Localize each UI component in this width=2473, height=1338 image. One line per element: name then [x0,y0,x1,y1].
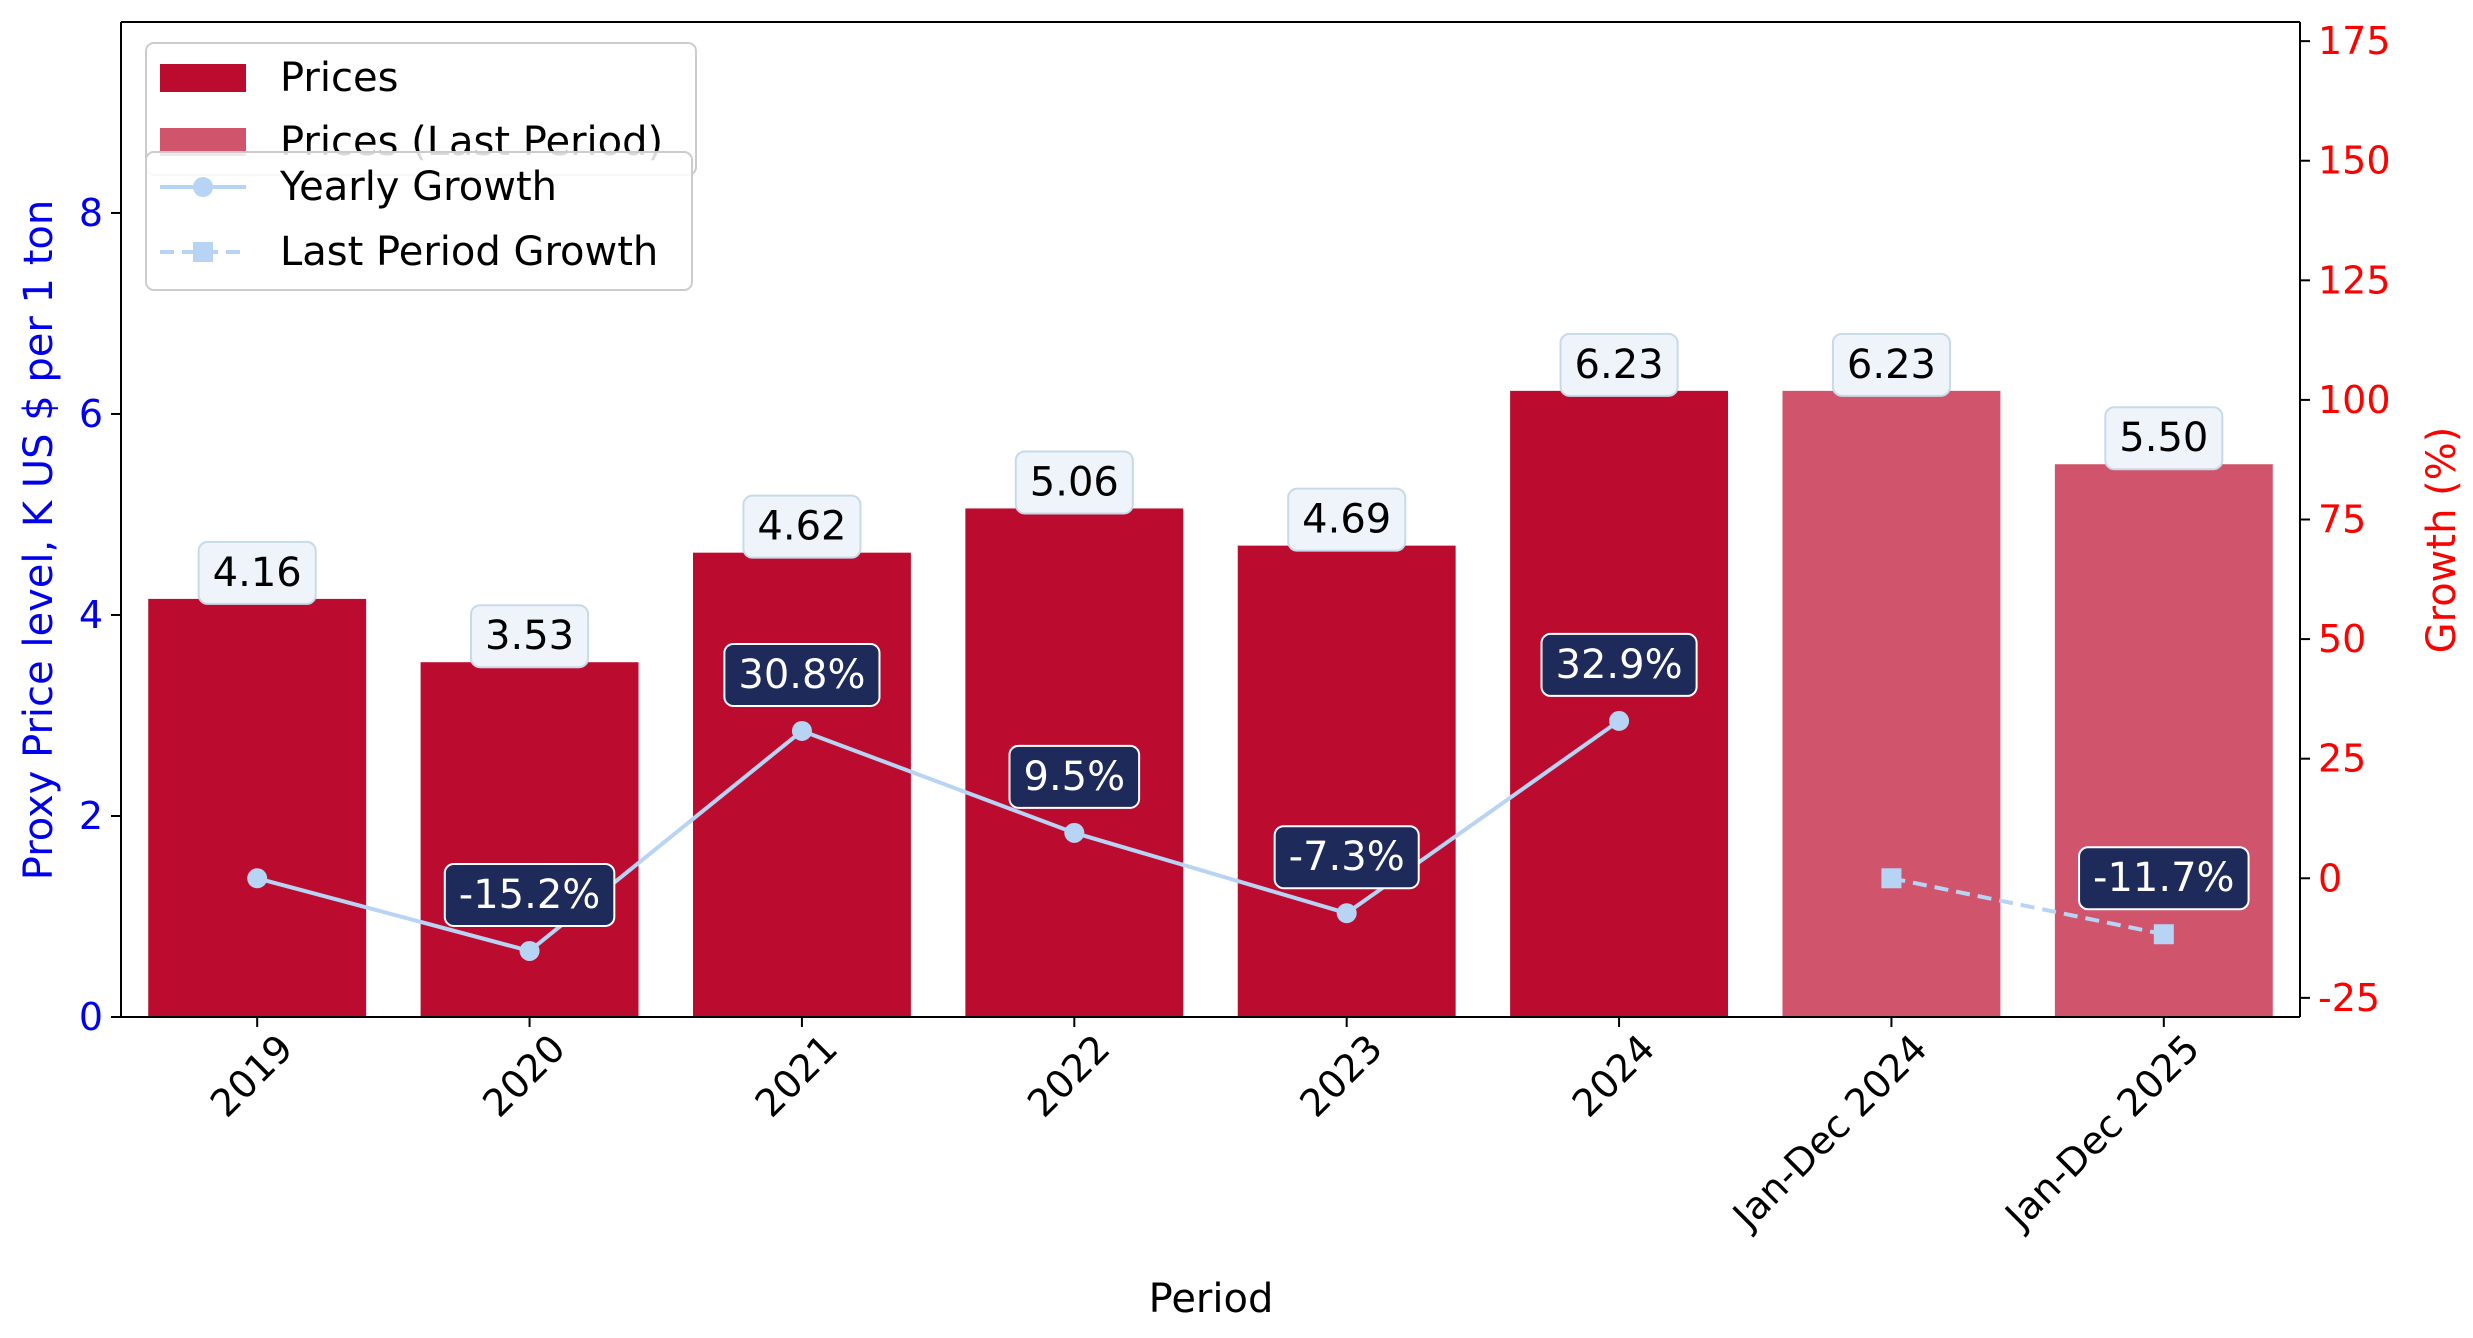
price-value-label-box [1559,332,1679,397]
legend-bar-label: Prices [280,55,398,101]
price-value-label: 4.69 [1302,497,1391,543]
last-period-growth-marker [1881,868,1902,889]
yearly-growth-marker [1336,903,1357,924]
legend-line-label: Yearly Growth [279,164,557,210]
growth-value-label-box [723,642,881,707]
price-value-label-group: 4.69 [1287,487,1407,552]
growth-value-label: 30.8% [738,652,865,698]
right-y-tick-label: -25 [2318,976,2380,1020]
price-value-label-group: 6.23 [1559,332,1679,397]
growth-value-label-group: 9.5% [1008,744,1141,809]
left-y-tick-label: 4 [79,593,103,637]
right-y-tick-label: 150 [2318,139,2391,183]
growth-value-label-group: 32.9% [1540,632,1698,697]
price-value-label-box [1287,487,1407,552]
price-bar [148,598,367,1017]
right-y-tick-label: 125 [2318,258,2391,302]
x-tick-label: 2021 [747,1026,847,1126]
growth-value-label: 32.9% [1556,642,1683,688]
yearly-growth-marker [791,720,812,741]
growth-value-label: -15.2% [459,872,601,918]
price-bar [1510,390,1729,1018]
x-tick-label: Jan-Dec 2024 [1723,1026,1936,1239]
price-value-label-group: 4.62 [742,494,862,559]
x-tick-label: Jan-Dec 2025 [1995,1026,2208,1239]
price-bar [1237,545,1456,1017]
x-tick-label: 2022 [1019,1026,1119,1126]
legend-bar-swatch [160,64,246,92]
right-y-tick-label: 75 [2318,498,2366,542]
right-y-tick-label: 175 [2318,19,2391,63]
last-period-growth-marker [2153,924,2174,945]
price-value-label: 3.53 [485,613,574,659]
yearly-growth-marker [247,868,268,889]
price-value-label: 5.50 [2119,415,2208,461]
growth-value-label-box [1540,632,1698,697]
growth-value-label-box [2078,846,2250,911]
growth-value-label-group: 30.8% [723,642,881,707]
left-y-tick-label: 8 [79,191,103,235]
growth-value-label-box [443,862,616,927]
growth-value-label-box [1008,744,1141,809]
legend-lines-frame [145,151,693,291]
price-bar [420,662,639,1017]
growth-value-label-group: -7.3% [1273,825,1420,890]
price-value-label: 6.23 [1847,342,1936,388]
yearly-growth-marker [1609,710,1630,731]
yearly-growth-marker [519,940,540,961]
growth-value-label-box [1273,825,1420,890]
price-value-label: 5.06 [1030,459,1119,505]
price-value-label: 4.62 [757,504,846,550]
growth-value-label: 9.5% [1024,754,1126,800]
last-period-growth-line [1891,876,2165,937]
price-value-label-box [742,494,862,559]
price-value-label-group: 3.53 [470,604,590,669]
right-y-tick-label: 0 [2318,856,2342,900]
price-value-label-box [470,604,590,669]
yearly-growth-marker [1064,822,1085,843]
price-bar [692,552,911,1017]
growth-value-label-group: -15.2% [443,862,616,927]
legend-line-marker [193,177,213,197]
price-value-label-box [1014,450,1134,515]
left-y-tick-label: 0 [79,995,103,1039]
price-value-label-box [2104,406,2224,471]
last-period-bar [1782,390,2001,1018]
right-y-tick-label: 100 [2318,378,2391,422]
x-tick-label: 2023 [1291,1026,1391,1126]
right-y-tick-label: 25 [2318,737,2366,781]
x-tick-label: 2019 [202,1026,302,1126]
price-value-label-group: 5.06 [1014,450,1134,515]
legend-dashed-label: Last Period Growth [280,229,658,275]
price-value-label: 4.16 [213,550,302,596]
x-tick-label: 2020 [474,1026,574,1126]
price-value-label-group: 6.23 [1831,332,1951,397]
growth-value-label-group: -11.7% [2078,846,2250,911]
left-y-axis-title: Proxy Price level, K US $ per 1 ton [16,200,62,880]
growth-value-label: -7.3% [1289,834,1405,880]
x-tick-label: 2024 [1564,1026,1664,1126]
price-value-label-group: 5.50 [2104,406,2224,471]
x-axis-title: Period [1149,1276,1274,1322]
price-value-label-box [1831,332,1951,397]
price-value-label: 6.23 [1575,342,1664,388]
right-y-axis-title: Growth (%) [2419,427,2465,654]
growth-value-label: -11.7% [2093,855,2235,901]
price-value-label-group: 4.16 [197,540,317,605]
legend-dashed-marker [193,242,213,262]
right-y-tick-label: 50 [2318,617,2366,661]
left-y-tick-label: 2 [79,794,103,838]
left-y-tick-label: 6 [79,392,103,436]
price-value-label-box [197,540,317,605]
